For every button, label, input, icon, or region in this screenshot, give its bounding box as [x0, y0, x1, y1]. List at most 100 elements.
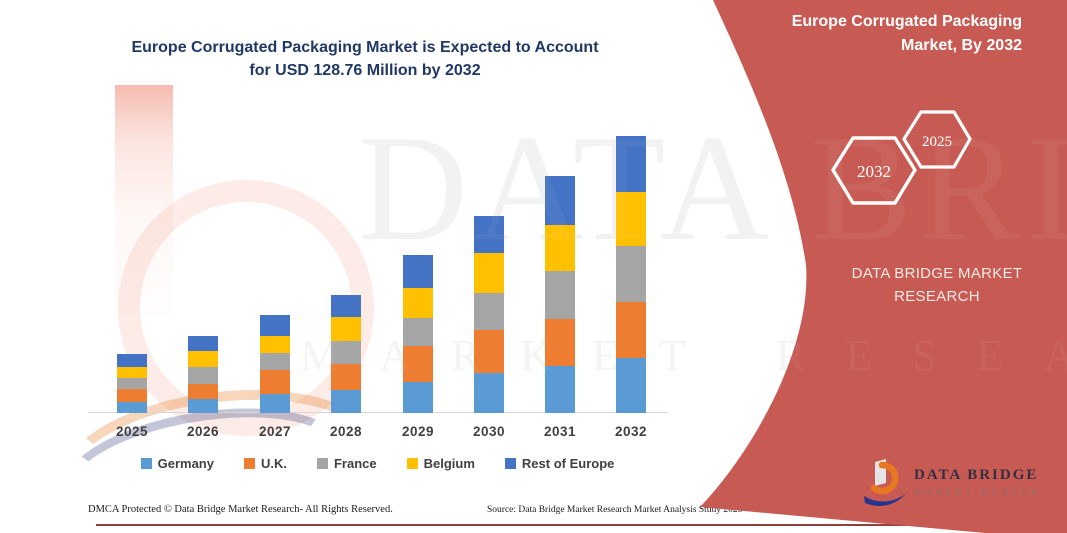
legend-item-belgium: Belgium	[406, 455, 475, 471]
bar-segment-2028-germany	[331, 389, 361, 413]
logo-name-text: DATA BRIDGE	[914, 467, 1037, 483]
x-axis-line	[88, 412, 668, 413]
red-panel-shape	[700, 0, 1067, 533]
x-axis-label-2031: 2031	[543, 424, 577, 439]
bar-segment-2032-belgium	[616, 191, 646, 246]
bar-segment-2029-germany	[403, 382, 433, 413]
bar-segment-2031-rest-of-europe	[545, 175, 575, 225]
bar-segment-2027-rest-of-europe	[260, 314, 290, 336]
bar-2031	[545, 175, 575, 413]
bar-segment-2028-rest-of-europe	[331, 294, 361, 318]
chart-title: Europe Corrugated Packaging Market is Ex…	[90, 36, 640, 82]
bar-segment-2028-belgium	[331, 317, 361, 342]
panel-title: Europe Corrugated Packaging Market, By 2…	[760, 10, 1022, 58]
bar-segment-2025-u-k-	[117, 388, 147, 402]
bar-segment-2027-u-k-	[260, 370, 290, 394]
x-axis-label-2029: 2029	[401, 424, 435, 439]
legend-item-germany: Germany	[140, 455, 214, 471]
legend-label: Rest of Europe	[521, 455, 615, 471]
bar-segment-2032-france	[616, 245, 646, 303]
bar-segment-2032-u-k-	[616, 302, 646, 359]
chart-title-line1: Europe Corrugated Packaging Market is Ex…	[131, 39, 599, 56]
hexagon-2025-label: 2025	[922, 134, 952, 150]
bar-segment-2029-belgium	[403, 287, 433, 318]
legend-label: Germany	[157, 455, 214, 471]
bar-2027	[260, 314, 290, 413]
legend-label: Belgium	[423, 455, 475, 471]
bar-segment-2025-rest-of-europe	[117, 354, 147, 367]
bar-segment-2031-u-k-	[545, 319, 575, 367]
watermark-overlay-line1: DATA BRIDGE	[358, 104, 1067, 272]
legend-swatch-icon	[243, 457, 255, 469]
bar-segment-2029-u-k-	[403, 345, 433, 383]
bar-segment-2025-france	[117, 377, 147, 389]
legend-label: France	[333, 455, 377, 471]
bar-2029	[403, 254, 433, 413]
panel-brand-line2: RESEARCH	[894, 288, 980, 305]
bar-segment-2029-rest-of-europe	[403, 254, 433, 288]
bar-segment-2032-germany	[616, 358, 646, 413]
bar-segment-2025-germany	[117, 401, 147, 413]
bar-segment-2027-germany	[260, 393, 290, 413]
logo-orange-arc	[870, 461, 899, 495]
panel-brand-text: DATA BRIDGE MARKET RESEARCH	[828, 262, 1046, 308]
bar-segment-2028-u-k-	[331, 363, 361, 390]
x-axis-label-2032: 2032	[614, 424, 648, 439]
bar-segment-2028-france	[331, 341, 361, 364]
bar-segment-2031-belgium	[545, 224, 575, 271]
panel-title-line2: Market, By 2032	[901, 37, 1022, 54]
bar-segment-2027-belgium	[260, 335, 290, 354]
legend-swatch-icon	[316, 457, 328, 469]
bar-segment-2027-france	[260, 353, 290, 371]
panel-brand-line1: DATA BRIDGE MARKET	[851, 265, 1023, 282]
x-axis-label-2025: 2025	[115, 424, 149, 439]
x-axis-label-2027: 2027	[258, 424, 292, 439]
hexagon-2032-label: 2032	[857, 162, 891, 181]
legend-item-u-k-: U.K.	[243, 455, 287, 471]
bar-2032	[616, 136, 646, 413]
chart-title-line2: for USD 128.76 Million by 2032	[249, 62, 481, 79]
logo-blue-swirl	[864, 494, 906, 506]
footer-source-text: Source: Data Bridge Market Research Mark…	[487, 505, 743, 515]
watermark-overlay-line2: MARKET RESEARCH	[300, 331, 1067, 380]
bar-segment-2026-rest-of-europe	[188, 335, 218, 352]
forecast-hexagons: 2025 2032	[831, 110, 972, 205]
bar-2028	[331, 294, 361, 413]
x-axis-label-2026: 2026	[186, 424, 220, 439]
bar-segment-2032-rest-of-europe	[616, 136, 646, 192]
panel-title-line1: Europe Corrugated Packaging	[791, 13, 1022, 30]
legend-item-rest-of-europe: Rest of Europe	[504, 455, 615, 471]
bar-segment-2031-france	[545, 270, 575, 320]
bar-segment-2030-germany	[474, 373, 504, 413]
bar-segment-2026-belgium	[188, 351, 218, 367]
bar-segment-2029-france	[403, 317, 433, 346]
bar-2025	[117, 354, 147, 413]
bar-segment-2030-france	[474, 293, 504, 331]
bar-segment-2030-u-k-	[474, 330, 504, 373]
legend-item-france: France	[316, 455, 377, 471]
logo-subtitle-text: MARKET RESEARCH	[915, 488, 1037, 497]
bar-segment-2031-germany	[545, 366, 575, 413]
x-axis-label-2030: 2030	[472, 424, 506, 439]
chart-legend: Germany U.K. France Belgium Rest of Europe	[90, 454, 665, 472]
legend-swatch-icon	[504, 457, 516, 469]
bar-2026	[188, 335, 218, 413]
bar-segment-2026-u-k-	[188, 383, 218, 399]
footer-divider-line	[96, 524, 1067, 526]
hexagon-2032-shape	[831, 136, 917, 205]
bar-segment-2030-rest-of-europe	[474, 216, 504, 254]
footer-dmca-text: DMCA Protected © Data Bridge Market Rese…	[88, 504, 393, 515]
legend-swatch-icon	[140, 457, 152, 469]
hexagon-2025-shape	[902, 110, 972, 169]
bar-2030	[474, 216, 504, 413]
legend-swatch-icon	[406, 457, 418, 469]
databridge-logo: DATA BRIDGE MARKET RESEARCH	[864, 459, 1037, 506]
legend-label: U.K.	[260, 455, 287, 471]
bar-segment-2026-france	[188, 366, 218, 384]
x-axis-label-2028: 2028	[329, 424, 363, 439]
bar-segment-2030-belgium	[474, 253, 504, 294]
bar-segment-2026-germany	[188, 399, 218, 413]
